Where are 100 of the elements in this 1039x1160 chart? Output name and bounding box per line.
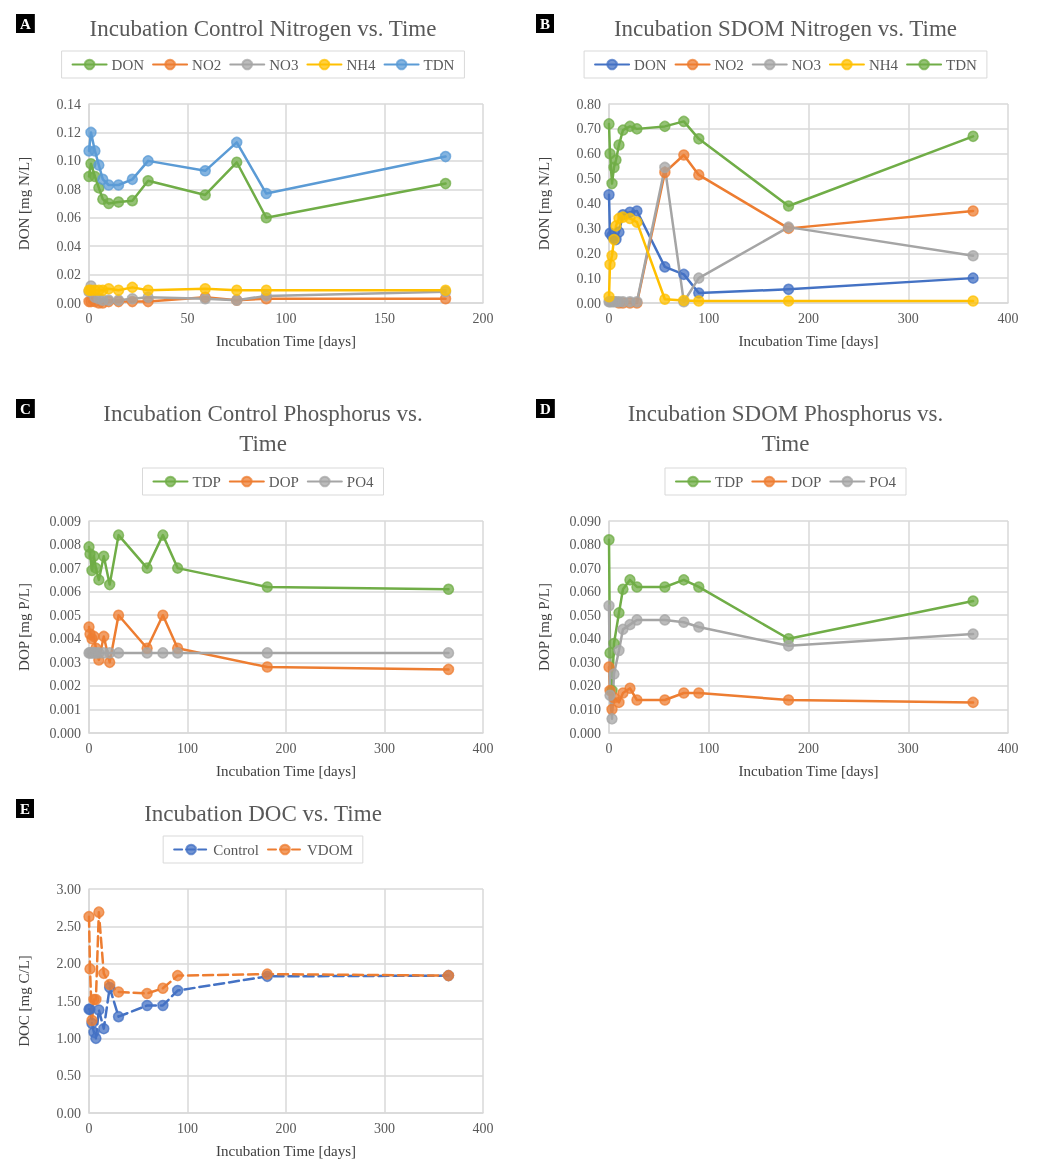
- x-tick-label: 0: [605, 740, 613, 756]
- legend-label: NO3: [269, 56, 299, 73]
- legend-label: NO3: [791, 56, 821, 73]
- x-tick-label: 300: [897, 310, 919, 326]
- y-tick-label: 2.00: [56, 956, 81, 972]
- y-tick-label: 0.007: [49, 560, 81, 576]
- y-tick-label: 0.10: [576, 270, 601, 286]
- x-tick-label: 0: [85, 310, 93, 326]
- text: E: [20, 800, 31, 817]
- y-tick-label: 0.14: [56, 96, 81, 112]
- y-axis-title: DOC [mg C/L]: [15, 955, 32, 1047]
- y-tick-label: 0.004: [49, 631, 81, 647]
- y-tick-label: 0.30: [576, 220, 601, 236]
- x-axis-title: Incubation Time [days]: [738, 762, 879, 779]
- y-tick-label: 0.080: [569, 537, 601, 553]
- y-tick-label: 0.005: [49, 607, 81, 623]
- y-tick-label: 0.010: [569, 701, 601, 717]
- legend-label: NO2: [192, 56, 222, 73]
- x-tick-label: 400: [472, 1120, 494, 1136]
- y-tick-label: 0.000: [49, 725, 81, 741]
- legend-label: TDN: [423, 56, 455, 73]
- x-tick-label: 200: [275, 1120, 297, 1136]
- legend-label: TDP: [714, 473, 744, 490]
- y-axis-title: DON [mg N/L]: [15, 156, 32, 251]
- y-tick-label: 0.40: [576, 196, 601, 211]
- legend-label: PO4: [346, 473, 375, 490]
- legend-label: VDOM: [307, 841, 353, 858]
- y-tick-label: 0.070: [569, 560, 601, 576]
- y-axis-title: DOP [mg P/L]: [535, 583, 552, 671]
- y-tick-label: 0.090: [569, 513, 601, 529]
- y-tick-label: 0.00: [56, 295, 81, 311]
- x-tick-label: 100: [177, 740, 198, 756]
- x-axis-title: Incubation Time [days]: [738, 332, 879, 349]
- legend-label: DOP: [791, 473, 822, 490]
- y-tick-label: 0.002: [49, 678, 81, 694]
- x-tick-label: 400: [472, 740, 494, 756]
- x-tick-label: 150: [374, 310, 395, 326]
- y-tick-label: 0.12: [56, 124, 81, 140]
- x-tick-label: 300: [374, 1120, 395, 1136]
- chart-title: Incubation SDOM Nitrogen vs. Time: [613, 15, 958, 41]
- legend-label: DON: [634, 56, 667, 73]
- text: C: [20, 400, 31, 417]
- y-tick-label: 0.50: [576, 171, 601, 187]
- y-tick-label: 0.20: [576, 245, 601, 261]
- legend-label: NH4: [346, 56, 377, 73]
- legend-label: PO4: [869, 473, 897, 490]
- x-tick-label: 0: [85, 1120, 93, 1136]
- x-tick-label: 100: [177, 1120, 198, 1136]
- x-tick-label: 0: [85, 740, 93, 756]
- y-tick-label: 1.00: [56, 1030, 81, 1046]
- x-tick-label: 200: [798, 740, 819, 756]
- x-axis-title: Incubation Time [days]: [216, 1142, 356, 1159]
- legend-label: DOP: [268, 473, 299, 490]
- y-tick-label: 0.008: [49, 537, 81, 553]
- x-tick-label: 100: [275, 310, 297, 326]
- y-tick-label: 0.003: [49, 654, 81, 670]
- y-tick-label: 0.50: [56, 1068, 81, 1084]
- y-axis-title: DOP [mg P/L]: [15, 583, 32, 671]
- chart-title: Incubation DOC vs. Time: [144, 800, 382, 826]
- x-tick-label: 0: [605, 310, 613, 326]
- y-tick-label: 0.040: [569, 631, 601, 647]
- x-tick-label: 50: [180, 310, 195, 326]
- x-tick-label: 100: [698, 310, 720, 326]
- text: D: [540, 400, 551, 417]
- y-tick-label: 0.04: [56, 238, 81, 254]
- y-tick-label: 0.60: [576, 146, 601, 162]
- x-tick-label: 400: [997, 740, 1019, 756]
- legend-label: TDP: [192, 473, 221, 490]
- y-tick-label: 0.00: [576, 295, 601, 311]
- text: A: [20, 15, 31, 32]
- x-axis-title: Incubation Time [days]: [216, 332, 356, 349]
- y-axis-title: DON [mg N/L]: [535, 156, 552, 251]
- y-tick-label: 0.80: [576, 96, 601, 112]
- y-tick-label: 0.001: [49, 701, 81, 717]
- y-tick-label: 0.08: [56, 181, 81, 197]
- legend-label: Control: [213, 841, 260, 858]
- y-tick-label: 0.030: [569, 654, 601, 670]
- x-tick-label: 400: [997, 310, 1019, 326]
- x-tick-label: 200: [472, 310, 494, 326]
- y-tick-label: 0.70: [576, 121, 601, 137]
- chart-title: Incubation Control Nitrogen vs. Time: [89, 15, 437, 41]
- y-tick-label: 0.02: [56, 267, 81, 283]
- y-tick-label: 0.06: [56, 210, 81, 226]
- chart-title: Incubation SDOM Phosphorus vs. Time: [627, 400, 944, 456]
- x-tick-label: 300: [897, 740, 919, 756]
- y-tick-label: 0.060: [569, 584, 601, 600]
- legend-label: NH4: [868, 56, 899, 73]
- y-tick-label: 0.000: [569, 725, 601, 741]
- legend-label: TDN: [946, 56, 978, 73]
- text: B: [540, 15, 551, 32]
- legend-label: NO2: [714, 56, 744, 73]
- y-tick-label: 0.006: [49, 584, 81, 600]
- y-tick-label: 0.00: [56, 1105, 81, 1121]
- y-tick-label: 0.050: [569, 607, 601, 623]
- y-tick-label: 1.50: [56, 993, 81, 1009]
- y-tick-label: 3.00: [56, 881, 81, 897]
- chart-title: Incubation Control Phosphorus vs. Time: [103, 400, 423, 456]
- x-tick-label: 200: [275, 740, 297, 756]
- x-axis-title: Incubation Time [days]: [216, 762, 356, 779]
- y-tick-label: 0.020: [569, 678, 601, 694]
